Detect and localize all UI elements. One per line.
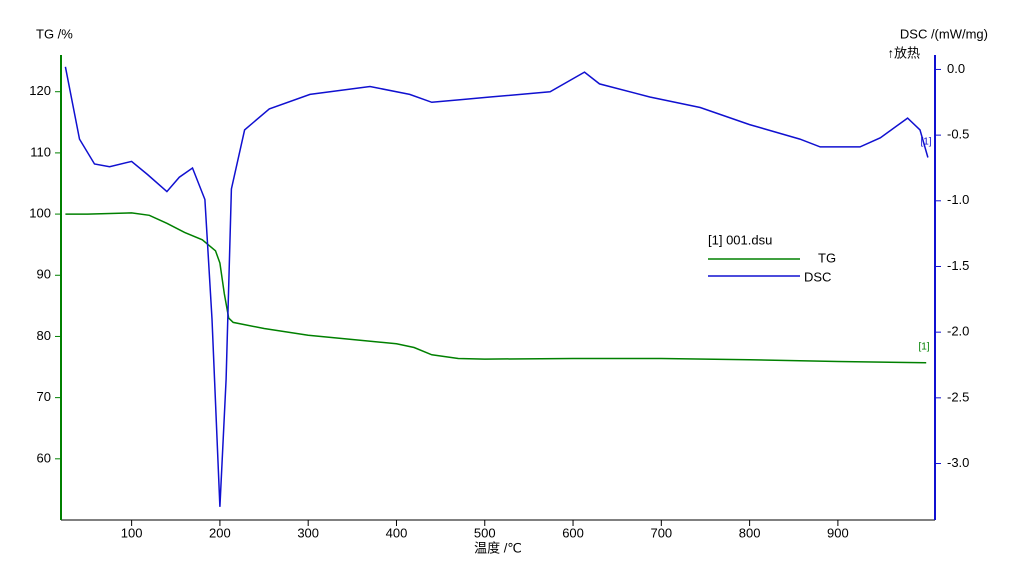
y-tick-label: 60 [37,450,51,465]
end-label: [1] [918,342,929,353]
series-line [65,212,927,364]
y2-tick-label: -0.5 [947,127,969,142]
y-tick-label: 110 [30,144,51,159]
x-axis-label: 温度 /℃ [474,540,522,555]
x-tick-label: 900 [827,525,849,540]
x-tick-label: 700 [650,525,672,540]
y2-tick-label: -1.0 [947,192,969,207]
y-tick-label: 100 [29,206,51,221]
legend-label: TG [818,250,836,265]
x-tick-label: 100 [121,525,143,540]
y-tick-label: 80 [37,328,51,343]
y2-tick-label: -2.5 [947,389,969,404]
x-tick-label: 600 [562,525,584,540]
y2-axis-label: DSC /(mW/mg) [900,26,988,41]
legend-label: DSC [804,269,831,284]
x-tick-label: 200 [209,525,231,540]
series-line [64,66,929,507]
y2-note: ↑放热 [887,45,920,60]
x-tick-label: 500 [474,525,496,540]
y-axis-label: TG /% [36,26,73,41]
y2-tick-label: -3.0 [947,455,969,470]
y-tick-label: 70 [37,389,51,404]
y2-tick-label: -1.5 [947,258,969,273]
y-tick-label: 90 [37,267,51,282]
end-label: [1] [920,137,931,148]
x-tick-label: 300 [297,525,319,540]
x-tick-label: 400 [386,525,408,540]
y2-tick-label: -2.0 [947,324,969,339]
legend-title: [1] 001.dsu [708,232,772,247]
x-tick-label: 800 [739,525,761,540]
y-tick-label: 120 [29,83,51,98]
y2-tick-label: 0.0 [947,61,965,76]
